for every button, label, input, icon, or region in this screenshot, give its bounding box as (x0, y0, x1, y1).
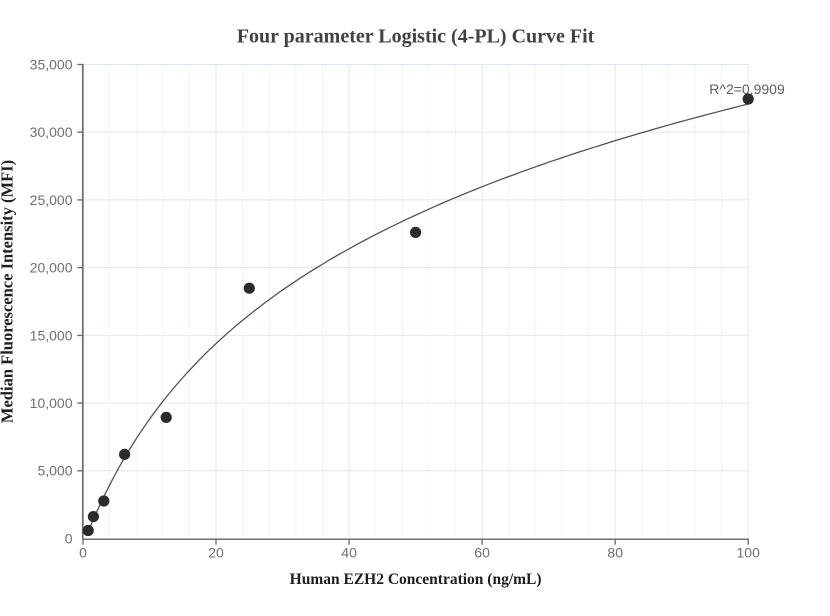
svg-text:R^2=0.9909: R^2=0.9909 (709, 81, 785, 97)
svg-text:0: 0 (65, 530, 73, 546)
svg-text:100: 100 (737, 544, 761, 560)
svg-text:5,000: 5,000 (37, 463, 72, 479)
svg-text:0: 0 (79, 544, 87, 560)
svg-text:25,000: 25,000 (30, 192, 73, 208)
svg-text:Four parameter Logistic (4-PL): Four parameter Logistic (4-PL) Curve Fit (237, 26, 595, 48)
svg-text:35,000: 35,000 (30, 56, 73, 72)
svg-text:80: 80 (607, 544, 623, 560)
svg-text:15,000: 15,000 (30, 327, 73, 343)
svg-text:Median Fluorescence Intensity: Median Fluorescence Intensity (MFI) (0, 160, 17, 423)
svg-text:10,000: 10,000 (30, 395, 73, 411)
svg-text:20,000: 20,000 (30, 260, 73, 276)
svg-text:30,000: 30,000 (30, 124, 73, 140)
svg-text:40: 40 (341, 544, 357, 560)
svg-text:Human EZH2 Concentration (ng/m: Human EZH2 Concentration (ng/mL) (290, 571, 542, 588)
svg-text:60: 60 (474, 544, 490, 560)
svg-text:20: 20 (208, 544, 224, 560)
